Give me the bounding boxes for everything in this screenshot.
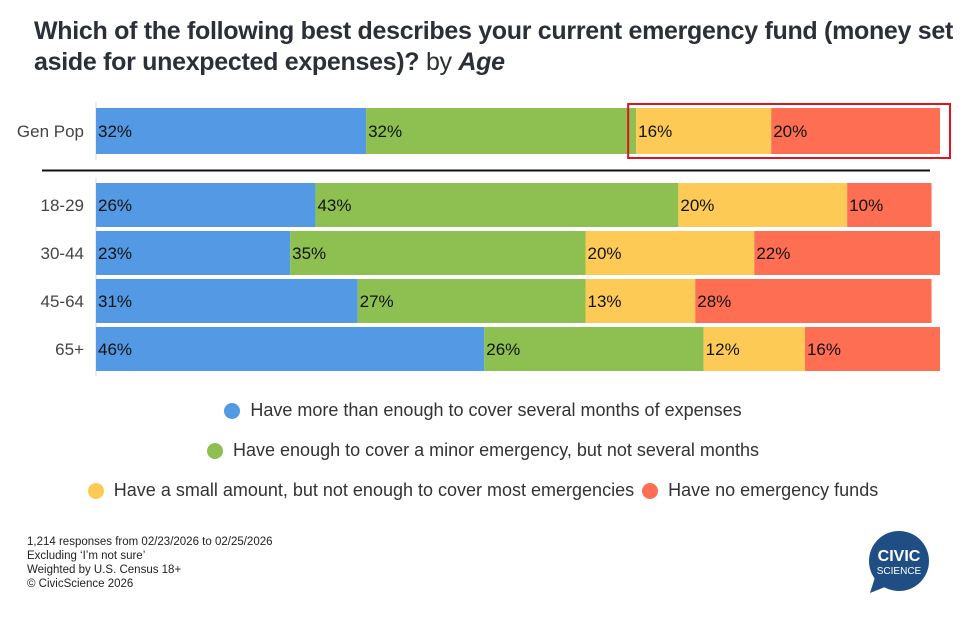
bar-segment xyxy=(315,183,679,227)
highlight-box xyxy=(627,103,951,159)
logo-text-science: SCIENCE xyxy=(877,566,922,577)
legend-row: Have more than enough to cover several m… xyxy=(0,400,966,424)
bar-segment xyxy=(695,279,932,323)
data-label: 20% xyxy=(773,122,807,141)
bar-segment xyxy=(703,327,805,371)
legend-item: Have a small amount, but not enough to c… xyxy=(87,480,635,501)
title-dimension: Age xyxy=(458,48,505,76)
data-label: 43% xyxy=(317,196,351,215)
category-label: 45-64 xyxy=(41,292,84,311)
legend-item: Have no emergency funds xyxy=(642,480,878,501)
category-label: 30-44 xyxy=(41,244,84,263)
data-label: 12% xyxy=(706,340,740,359)
bar-segment xyxy=(96,183,316,227)
bar-segment xyxy=(290,231,586,275)
legend-swatch xyxy=(87,482,104,499)
logo-bubble xyxy=(869,531,929,591)
footnote-responses: 1,214 responses from 02/23/2026 to 02/25… xyxy=(27,536,273,548)
bar-segment xyxy=(636,108,772,154)
data-label: 16% xyxy=(807,340,841,359)
footnote-copyright: © CivicScience 2026 xyxy=(27,578,134,590)
bar-segment xyxy=(804,327,940,371)
chart-title: Which of the following best describes yo… xyxy=(34,16,954,78)
category-label: 65+ xyxy=(55,340,84,359)
data-label: 46% xyxy=(98,340,132,359)
bar-segment xyxy=(847,183,932,227)
logo-bubble-tail xyxy=(870,574,890,593)
data-label: 28% xyxy=(697,292,731,311)
civicscience-logo: CIVIC SCIENCE xyxy=(866,530,936,601)
data-label: 26% xyxy=(486,340,520,359)
logo-text-civic: CIVIC xyxy=(878,548,921,565)
bar-segment xyxy=(96,108,367,154)
data-label: 23% xyxy=(98,244,132,263)
stacked-bar-chart: Gen Pop 32% 32% 16% 20% 18-29 26% 43% 20% 10% 30-4… xyxy=(17,102,951,376)
legend-swatch xyxy=(224,402,241,419)
bar-segment xyxy=(771,108,940,154)
data-label: 31% xyxy=(98,292,132,311)
bar-segment xyxy=(585,279,696,323)
data-label: 27% xyxy=(360,292,394,311)
bar-segment xyxy=(754,231,940,275)
bar-segment xyxy=(484,327,704,371)
data-label: 26% xyxy=(98,196,132,215)
legend-item: Have enough to cover a minor emergency, … xyxy=(207,440,759,461)
data-label: 32% xyxy=(368,122,402,141)
legend-row: Have a small amount, but not enough to c… xyxy=(0,480,966,504)
data-label: 20% xyxy=(680,196,714,215)
title-main: Which of the following best describes yo… xyxy=(34,17,954,76)
data-label: 10% xyxy=(849,196,883,215)
title-by: by xyxy=(425,48,452,76)
bar-segment xyxy=(366,108,637,154)
bar-segment xyxy=(678,183,848,227)
legend-label: Have a small amount, but not enough to c… xyxy=(113,480,635,500)
legend-item: Have more than enough to cover several m… xyxy=(224,400,742,421)
legend-row: Have enough to cover a minor emergency, … xyxy=(0,440,966,464)
legend-label: Have more than enough to cover several m… xyxy=(250,400,742,420)
data-label: 22% xyxy=(756,244,790,263)
bar-segment xyxy=(96,279,358,323)
bar-segment xyxy=(96,327,485,371)
footnote-weighting: Weighted by U.S. Census 18+ xyxy=(27,564,182,576)
data-label: 16% xyxy=(638,122,672,141)
bar-segment xyxy=(585,231,755,275)
data-label: 13% xyxy=(588,292,622,311)
data-label: 35% xyxy=(292,244,326,263)
data-label: 32% xyxy=(98,122,132,141)
bar-segment xyxy=(96,231,291,275)
legend-swatch xyxy=(207,442,224,459)
category-label: Gen Pop xyxy=(17,122,84,141)
legend-swatch xyxy=(642,482,659,499)
legend-label: Have enough to cover a minor emergency, … xyxy=(233,440,759,460)
bar-segment xyxy=(357,279,586,323)
footnote: 1,214 responses from 02/23/2026 to 02/25… xyxy=(27,535,273,591)
data-label: 20% xyxy=(588,244,622,263)
category-label: 18-29 xyxy=(41,196,84,215)
legend-label: Have no emergency funds xyxy=(668,480,879,500)
footnote-exclusion: Excluding ‘I’m not sure’ xyxy=(27,550,146,562)
